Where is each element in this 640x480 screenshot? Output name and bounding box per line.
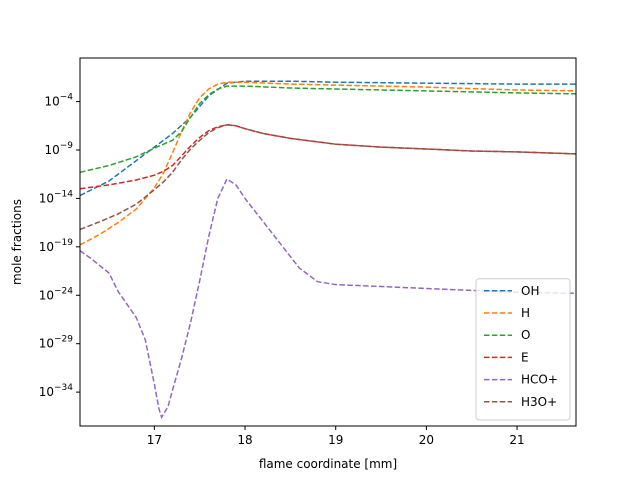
y-tick-label: 10−14 (39, 189, 74, 205)
y-tick-label: 10−34 (39, 383, 74, 399)
series-line-oh (79, 80, 576, 197)
series-line-h3o (79, 124, 577, 231)
x-tick-label: 18 (237, 433, 252, 447)
plot-frame (79, 57, 577, 427)
series-line-hco (79, 178, 577, 420)
legend-label: OH (521, 284, 539, 298)
legend-box (475, 278, 571, 421)
legend-label: HCO+ (521, 373, 558, 387)
series-line-o (79, 85, 577, 174)
x-tick-label: 17 (147, 433, 162, 447)
y-axis-label: mole fractions (10, 199, 24, 285)
legend-label: E (521, 350, 529, 364)
x-axis-ticks: 17 18 19 20 21 (147, 426, 525, 447)
x-tick-label: 19 (328, 433, 343, 447)
y-tick-label: 10−9 (44, 141, 73, 157)
series-line-h (79, 81, 577, 246)
legend-label: O (521, 328, 530, 342)
series-layer (79, 80, 577, 420)
y-tick-label: 10−24 (39, 286, 74, 302)
y-tick-label: 10−4 (44, 93, 73, 109)
series-line-e (79, 124, 577, 190)
x-axis-label: flame coordinate [mm] (259, 457, 397, 471)
legend-label: H3O+ (521, 395, 557, 409)
x-tick-label: 20 (419, 433, 434, 447)
y-axis-ticks: 10−34 10−29 10−24 10−19 10−14 10−9 10−4 (39, 93, 80, 399)
x-tick-label: 21 (509, 433, 524, 447)
y-tick-label: 10−29 (39, 335, 74, 351)
y-tick-label: 10−19 (39, 238, 74, 254)
legend-label: H (521, 306, 530, 320)
legend: OH HOE HCO+ H3O+ (475, 278, 571, 421)
